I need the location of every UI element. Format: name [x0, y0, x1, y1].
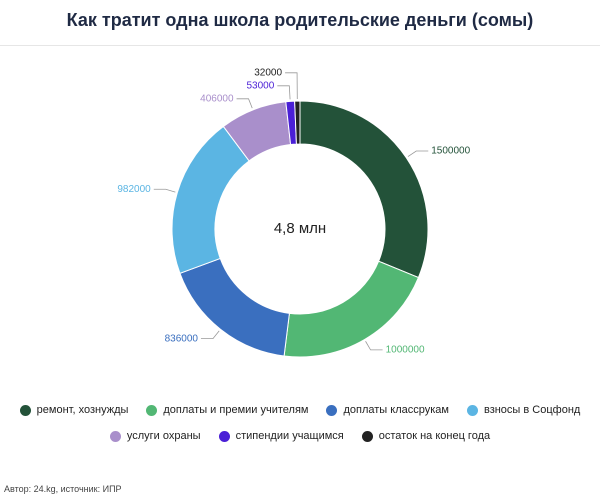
leader-line — [407, 150, 429, 157]
legend-label: остаток на конец года — [378, 430, 491, 442]
legend-item[interactable]: стипендии учащимся — [218, 430, 344, 442]
leader-line — [236, 98, 253, 109]
legend-item[interactable]: доплаты и премии учителям — [146, 404, 308, 416]
chart: 4,8 млн 1500000 1000000 836000 982000 406000… — [117, 67, 471, 358]
leader-line — [153, 188, 176, 193]
donut-slice — [283, 260, 420, 358]
legend-item[interactable]: услуги охраны — [109, 430, 201, 442]
value-label: 982000 — [117, 184, 151, 195]
legend-label: доплаты и премии учителям — [163, 404, 309, 416]
donut-slice — [299, 100, 429, 279]
legend-item[interactable]: взносы в Соцфонд — [466, 404, 581, 416]
legend-swatch — [361, 430, 373, 442]
legend-label: взносы в Соцфонд — [483, 404, 581, 416]
value-label: 406000 — [200, 93, 234, 104]
leader-line — [285, 72, 298, 100]
value-label: 1000000 — [386, 345, 425, 356]
legend-label: ремонт, хознужды — [36, 404, 129, 416]
legend-item[interactable]: ремонт, хознужды — [19, 404, 129, 416]
value-label: 1500000 — [431, 146, 470, 157]
legend-label: доплаты классрукам — [343, 404, 449, 416]
donut-slice — [294, 100, 301, 145]
legend-item[interactable]: остаток на конец года — [361, 430, 491, 442]
legend-row: ремонт, хознужды доплаты и премии учителя… — [10, 404, 590, 416]
donut-slice — [171, 125, 250, 274]
legend-row: услуги охраны стипендии учащимся остаток н… — [10, 430, 590, 442]
leader-line — [200, 330, 220, 340]
legend: ремонт, хознужды доплаты и премии учителя… — [10, 404, 590, 456]
value-label: 32000 — [254, 67, 282, 78]
source-note: Автор: 24.kg, источник: ИПР — [4, 484, 122, 494]
legend-swatch — [146, 404, 158, 416]
separator — [0, 45, 600, 46]
leader-line — [365, 341, 383, 351]
value-label: 836000 — [165, 333, 199, 344]
legend-swatch — [109, 430, 121, 442]
leader-line — [277, 85, 291, 100]
legend-label: услуги охраны — [126, 430, 201, 442]
legend-swatch — [466, 404, 478, 416]
legend-swatch — [19, 404, 31, 416]
center-label: 4,8 млн — [274, 220, 326, 237]
value-label: 53000 — [246, 80, 274, 91]
legend-item[interactable]: доплаты классрукам — [326, 404, 449, 416]
legend-swatch — [218, 430, 230, 442]
legend-label: стипендии учащимся — [235, 430, 344, 442]
legend-swatch — [326, 404, 338, 416]
chart-title: Как тратит одна школа родительские деньг… — [66, 10, 534, 30]
